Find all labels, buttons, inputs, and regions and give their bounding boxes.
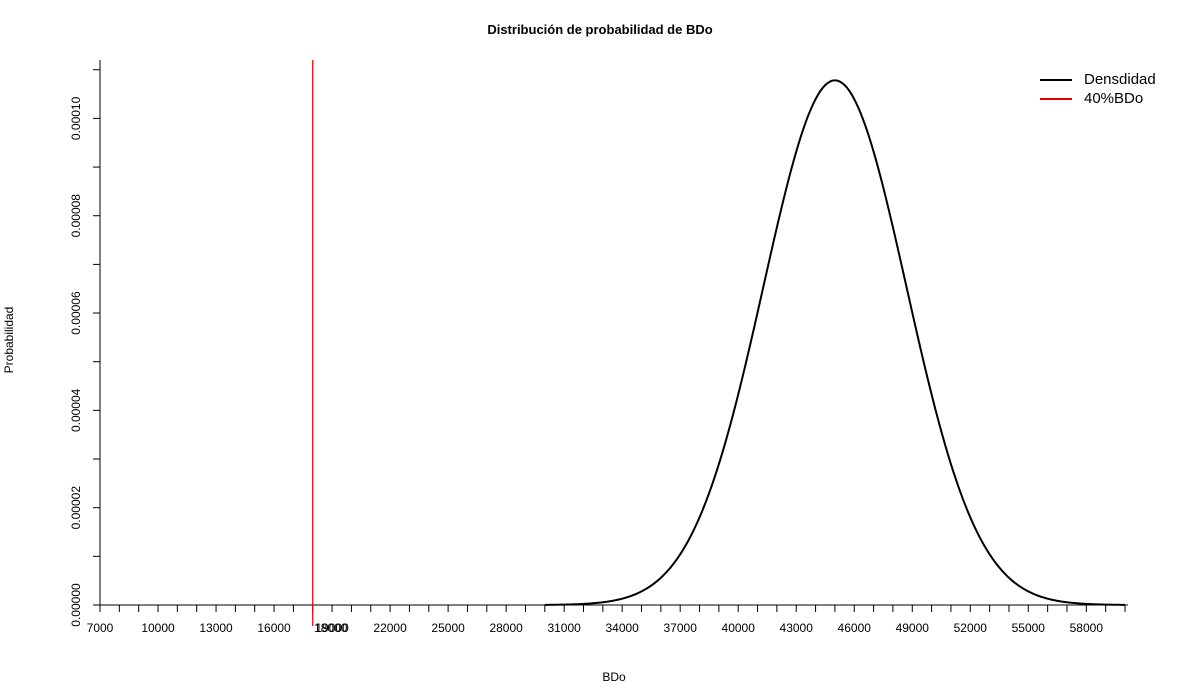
x-tick-label: 10000 — [141, 621, 175, 635]
x-tick-label: 49000 — [896, 621, 930, 635]
x-tick-label: 13000 — [199, 621, 233, 635]
plot-area: 18000 — [312, 60, 1126, 635]
y-tick-label: 0.00002 — [69, 486, 83, 530]
x-tick-label: 25000 — [431, 621, 465, 635]
x-tick-label: 28000 — [489, 621, 523, 635]
x-axis-label: BDo — [602, 670, 626, 684]
y-axis-label: Probabilidad — [2, 306, 16, 374]
x-tick-label: 58000 — [1070, 621, 1104, 635]
x-tick-label: 34000 — [605, 621, 639, 635]
y-tick-label: 0.00000 — [69, 583, 83, 627]
x-tick-label: 19000 — [315, 621, 349, 635]
x-tick-label: 37000 — [664, 621, 698, 635]
y-tick-label: 0.00006 — [69, 291, 83, 335]
x-tick-label: 31000 — [547, 621, 581, 635]
x-tick-label: 40000 — [722, 621, 756, 635]
chart-title: Distribución de probabilidad de BDo — [487, 22, 713, 37]
x-tick-label: 7000 — [87, 621, 114, 635]
legend-swatch-threshold — [1040, 97, 1072, 100]
axes: 7000 10000 13000 16000 19000 22000 25000 28000 3… — [69, 60, 1128, 635]
x-tick-label: 22000 — [373, 621, 407, 635]
x-tick-label: 55000 — [1012, 621, 1046, 635]
density-curve — [544, 79, 1126, 606]
legend-label-density: Densdidad — [1084, 71, 1156, 88]
legend-swatch-density — [1040, 78, 1072, 81]
x-tick-label: 52000 — [954, 621, 988, 635]
x-tick-label: 43000 — [780, 621, 814, 635]
y-tick-label: 0.00010 — [69, 96, 83, 140]
legend: Densdidad 40%BDo — [1040, 70, 1156, 108]
x-tick-label: 16000 — [257, 621, 291, 635]
legend-item-threshold: 40%BDo — [1040, 89, 1156, 108]
y-tick-label: 0.00008 — [69, 194, 83, 238]
threshold-value-label: 18000 — [314, 621, 348, 635]
x-tick-label: 46000 — [838, 621, 872, 635]
legend-item-density: Densdidad — [1040, 70, 1156, 89]
legend-label-threshold: 40%BDo — [1084, 90, 1144, 107]
y-tick-label: 0.00004 — [69, 388, 83, 432]
